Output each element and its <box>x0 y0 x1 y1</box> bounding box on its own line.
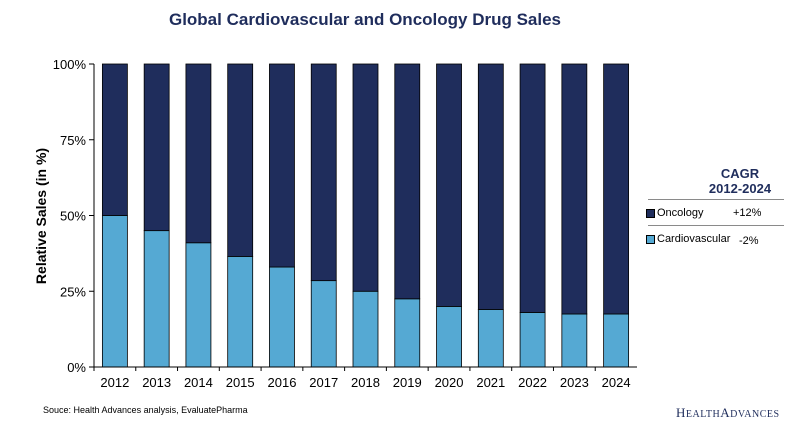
y-tick-label: 0% <box>67 360 86 375</box>
x-tick-label-2017: 2017 <box>309 375 338 390</box>
x-tick-label-2014: 2014 <box>184 375 213 390</box>
chart-title: Global Cardiovascular and Oncology Drug … <box>168 10 562 29</box>
legend-label-cardiovascular: Cardiovascular <box>657 233 731 245</box>
bar-oncology-2014 <box>185 63 212 244</box>
legend-label-oncology: Oncology <box>657 207 704 219</box>
bar-oncology-2016 <box>269 63 295 268</box>
bar-oncology-2023 <box>561 63 588 315</box>
bar-cardiovascular-2015 <box>227 256 254 368</box>
bar-cardiovascular-2018 <box>352 290 379 368</box>
x-tick-label-2016: 2016 <box>268 375 297 390</box>
y-axis-label: Relative Sales (in %) <box>33 148 49 284</box>
bar-cardiovascular-2020 <box>436 305 462 368</box>
cagr-value-cardiovascular: -2% <box>739 235 759 247</box>
legend-item-cardiovascular: Cardiovascular <box>646 233 730 245</box>
bar-oncology-2021 <box>477 63 504 310</box>
x-tick-label-2015: 2015 <box>226 375 255 390</box>
cagr-heading-line2: 2012-2024 <box>708 181 772 196</box>
y-tick-label: 50% <box>60 209 86 224</box>
bar-oncology-2017 <box>310 63 337 282</box>
bar-cardiovascular-2024 <box>603 313 630 368</box>
x-tick-label-2018: 2018 <box>351 375 380 390</box>
y-tick-label: 100% <box>53 57 87 72</box>
x-tick-label-2019: 2019 <box>393 375 422 390</box>
x-tick-label-2024: 2024 <box>602 375 631 390</box>
x-tick-label-2013: 2013 <box>142 375 171 390</box>
legend-divider-bottom <box>648 225 784 226</box>
x-tick-label-2012: 2012 <box>100 375 129 390</box>
bar-cardiovascular-2022 <box>519 312 546 368</box>
bar-cardiovascular-2021 <box>477 309 504 368</box>
cagr-heading-line1: CAGR <box>720 166 760 181</box>
legend-item-oncology: Oncology <box>646 207 703 219</box>
health-advances-logo: HEALTHADVANCES <box>676 405 780 420</box>
bar-oncology-2012 <box>101 63 128 216</box>
legend-divider-top <box>648 199 784 200</box>
legend-swatch-cardiovascular <box>646 234 655 244</box>
bar-oncology-2015 <box>227 63 254 257</box>
bar-cardiovascular-2014 <box>185 242 212 368</box>
x-tick-label-2022: 2022 <box>518 375 547 390</box>
cagr-heading: CAGR 2012-2024 <box>690 166 790 196</box>
bar-oncology-2018 <box>352 63 379 292</box>
bar-oncology-2020 <box>436 63 462 307</box>
x-tick-label-2023: 2023 <box>560 375 589 390</box>
bar-cardiovascular-2023 <box>561 313 588 368</box>
y-tick-label: 25% <box>60 284 86 299</box>
bar-cardiovascular-2013 <box>143 230 170 368</box>
x-tick-label-2020: 2020 <box>435 375 464 390</box>
bar-oncology-2022 <box>519 63 546 313</box>
bar-oncology-2024 <box>603 63 630 315</box>
source-note: Souce: Health Advances analysis, Evaluat… <box>43 405 248 415</box>
y-tick-label: 75% <box>60 133 86 148</box>
bar-cardiovascular-2017 <box>310 280 337 368</box>
bar-oncology-2013 <box>143 63 170 232</box>
bar-cardiovascular-2016 <box>269 266 295 368</box>
cagr-value-oncology: +12% <box>733 207 762 219</box>
x-tick-label-2021: 2021 <box>476 375 505 390</box>
bar-cardiovascular-2019 <box>394 298 421 368</box>
bar-cardiovascular-2012 <box>101 215 128 368</box>
bar-oncology-2019 <box>394 63 421 300</box>
legend-swatch-oncology <box>646 208 655 218</box>
